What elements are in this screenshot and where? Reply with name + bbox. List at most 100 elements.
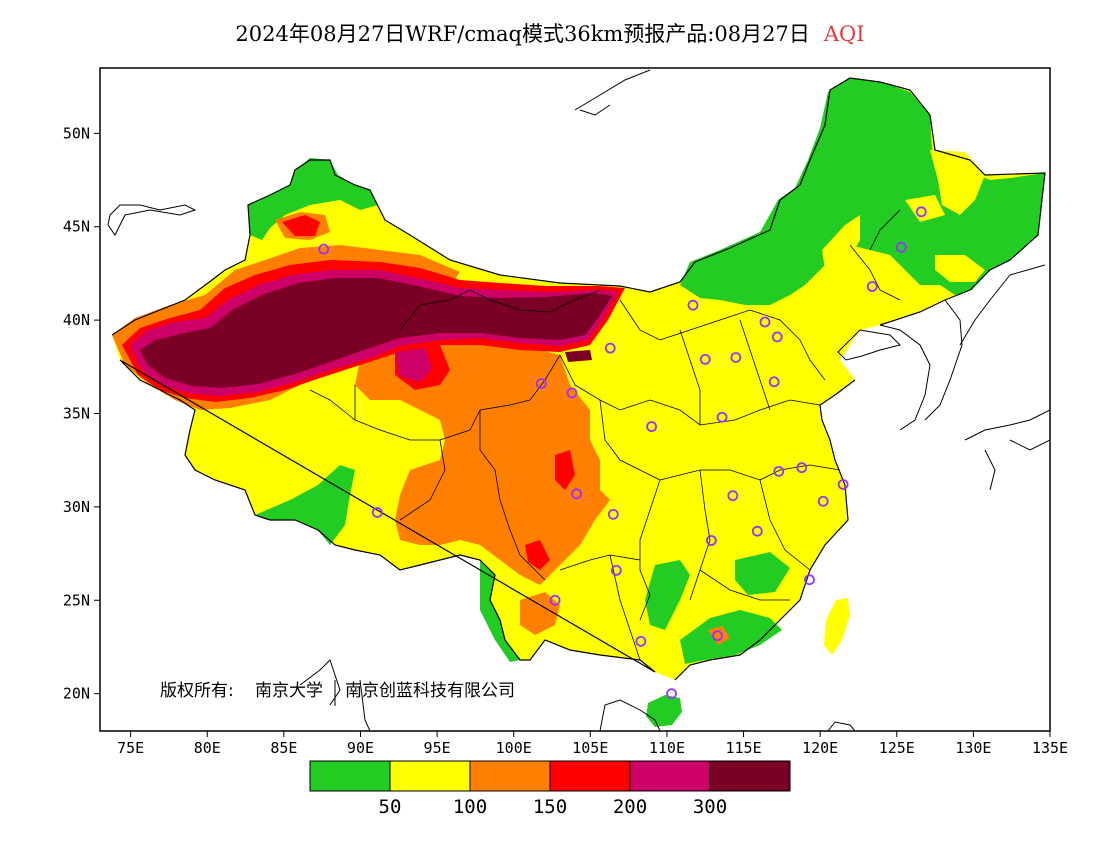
province-borders [309,209,901,661]
colorbar-swatch [309,760,391,792]
station-marker [666,688,677,700]
ne-yellow-3 [822,215,860,270]
station-marker [716,411,728,423]
aqi-region-taiwan [824,598,850,655]
station-marker [771,331,783,343]
credit-org1: 南京大学 [255,681,323,701]
station-marker [837,479,849,490]
aqi-region-hainan [646,695,682,727]
aqi-region-good-south-3 [680,610,782,664]
colorbar-swatch [389,760,471,792]
aqi-region-usg-south [520,592,560,635]
station-marker [727,490,739,502]
colorbar-label: 200 [613,796,647,818]
station-marker [371,507,383,518]
station-marker [796,462,808,474]
x-tick-label: 135E [1032,739,1068,757]
aqi-region-unhealthy-sc2 [525,540,550,570]
colorbar-label: 50 [379,796,402,818]
station-marker [773,466,785,477]
station-marker [866,281,878,292]
station-marker [571,488,582,500]
station-marker [712,630,723,642]
station-marker [699,353,711,365]
x-tick-label: 125E [879,739,915,757]
ne-yellow-1 [930,150,985,215]
aqi-region-good-northwest [248,158,378,240]
ne-yellow-2 [935,255,985,282]
station-marker [687,299,699,311]
aqi-region-hazardous-spot [565,350,592,362]
colorbar-swatch [709,760,791,792]
x-axis-ticks: 75E 80E 85E 90E 95E 100E 105E 110E 115E 120E 125E 1… [117,731,1068,757]
copyright-credit: 版权所有: 南京大学 南京创蓝科技有限公司 [160,680,515,706]
station-marker [730,352,742,363]
x-tick-label: 120E [802,739,838,757]
y-tick-label: 45N [63,218,90,236]
station-marker [895,241,907,253]
station-marker [804,574,815,586]
aqi-colorbar: 50 100 150 200 300 [309,760,791,818]
map-layers [107,69,1050,731]
station-marker [768,376,780,388]
aqi-region-very-unhealthy-qh [395,348,432,382]
map-title: 2024年08月27日WRF/cmaq模式36km预报产品:08月27日 AQI [0,18,1100,48]
x-tick-label: 105E [572,739,608,757]
y-tick-label: 40N [63,311,90,329]
y-axis-ticks: 50N 45N 40N 35N 30N 25N 20N [63,124,100,703]
x-tick-label: 85E [270,739,297,757]
station-marker [549,594,561,606]
station-marker [915,206,927,218]
aqi-region-good-tibet [255,465,355,545]
aqi-region-good-south-1 [645,560,690,630]
y-tick-label: 50N [63,124,90,142]
colorbar-swatch [549,760,631,792]
aqi-region-good-northeast [680,78,1045,305]
x-tick-label: 90E [347,739,374,757]
colorbar-label: 300 [693,796,727,818]
station-marker [751,525,763,537]
colorbar-swatch [469,760,551,792]
station-marker [817,495,829,507]
x-tick-label: 80E [194,739,221,757]
x-tick-label: 115E [725,739,761,757]
aqi-region-hazardous [140,278,612,388]
x-tick-label: 100E [496,739,532,757]
station-marker [318,243,330,255]
x-tick-label: 130E [955,739,991,757]
y-tick-label: 30N [63,498,90,516]
y-tick-label: 25N [63,591,90,609]
x-tick-label: 75E [117,739,144,757]
station-marker [610,564,622,576]
station-marker [635,635,647,647]
aqi-region-usg-central [355,335,610,585]
aqi-region-usg-gd [708,626,730,645]
title-main: 2024年08月27日WRF/cmaq模式36km预报产品:08月27日 [235,22,810,46]
colorbar-swatch [629,760,711,792]
aqi-region-good-south-2 [735,552,790,595]
y-tick-label: 35N [63,405,90,423]
station-marker [604,342,616,354]
station-marker [566,387,578,399]
colorbar-label: 100 [453,796,487,818]
y-tick-label: 20N [63,685,90,703]
city-stations [318,206,927,700]
station-marker [759,316,771,328]
station-marker [705,535,717,546]
x-tick-label: 110E [649,739,685,757]
station-marker [607,508,619,520]
credit-owner-label: 版权所有: [160,681,234,701]
colorbar-label: 150 [533,796,567,818]
aqi-region-unhealthy-sc [555,450,575,490]
station-marker [535,378,547,390]
aqi-region-good-yunnan [480,560,520,662]
coastlines [107,69,1050,731]
national-border [111,77,1046,681]
station-marker [646,421,658,432]
aqi-region-unhealthy-xj [282,215,320,236]
x-tick-label: 95E [424,739,451,757]
title-variable: AQI [823,22,865,46]
plot-frame [99,67,1051,732]
credit-org2: 南京创蓝科技有限公司 [345,681,515,701]
